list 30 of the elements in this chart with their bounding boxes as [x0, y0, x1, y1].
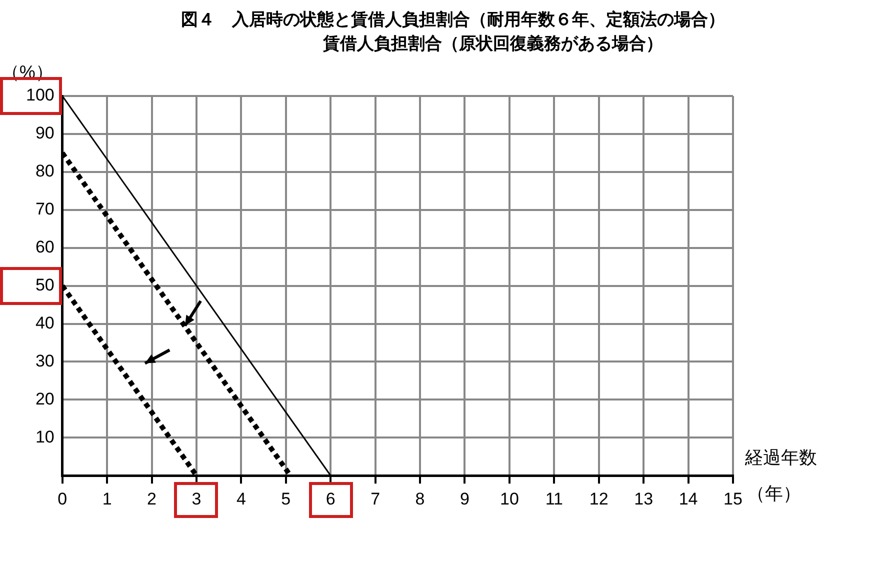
x-tick-label: 14	[678, 489, 698, 508]
x-tick-label: 3	[192, 489, 202, 508]
y-tick-label: 100	[26, 86, 54, 105]
x-tick-label: 12	[589, 489, 608, 508]
x-tick-label: 9	[460, 489, 470, 508]
chart-subtitle: 賃借人負担割合（原状回復義務がある場合）	[322, 33, 664, 55]
y-tick-label: 40	[35, 313, 54, 332]
x-tick-label: 1	[102, 489, 112, 508]
x-tick-label: 10	[500, 489, 519, 508]
y-tick-label: 60	[35, 238, 54, 257]
y-tick-label: 90	[35, 124, 54, 143]
x-tick-label: 4	[236, 489, 246, 508]
chart-title: 図４ 入居時の状態と賃借人負担割合（耐用年数６年、定額法の場合）	[180, 9, 726, 31]
y-tick-label: 80	[35, 162, 54, 181]
y-tick-label: 50	[35, 275, 54, 294]
y-tick-label: 20	[35, 389, 54, 408]
x-tick-label: 5	[281, 489, 291, 508]
x-tick-label: 7	[370, 489, 380, 508]
y-tick-label: 30	[35, 351, 54, 370]
x-tick-label: 8	[415, 489, 425, 508]
y-tick-label: 70	[35, 200, 54, 219]
x-tick-label: 13	[634, 489, 654, 508]
text: （年）	[747, 484, 801, 504]
x-tick-label: 6	[326, 489, 336, 508]
x-tick-label: 2	[147, 489, 157, 508]
x-axis-title: 経過年数	[744, 448, 817, 468]
x-tick-label: 11	[545, 489, 563, 508]
y-tick-label: 10	[35, 427, 54, 446]
x-tick-label: 0	[58, 489, 68, 508]
x-tick-label: 15	[724, 489, 742, 508]
